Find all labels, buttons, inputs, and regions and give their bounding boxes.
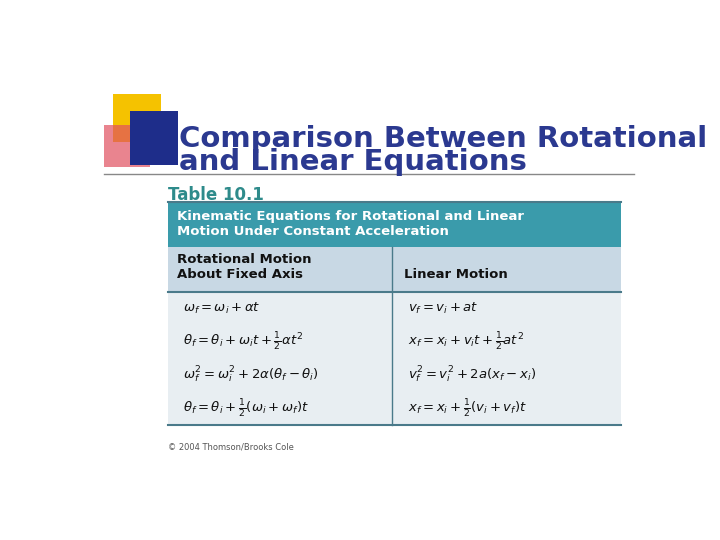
Bar (168, 202, 621, 247)
Text: $\theta_f = \theta_i + \omega_i t + \frac{1}{2}\alpha t^2$: $\theta_f = \theta_i + \omega_i t + \fra… (183, 331, 303, 353)
Text: $x_f = x_i + v_i t + \frac{1}{2}at^2$: $x_f = x_i + v_i t + \frac{1}{2}at^2$ (408, 331, 523, 353)
Text: $x_f = x_i + \frac{1}{2}(v_i + v_f)t$: $x_f = x_i + \frac{1}{2}(v_i + v_f)t$ (408, 397, 527, 420)
Text: Comparison Between Rotational: Comparison Between Rotational (179, 125, 707, 153)
Bar (130, 111, 179, 165)
Text: $\omega_f^{2} = \omega_i^{2} + 2\alpha(\theta_f - \theta_i)$: $\omega_f^{2} = \omega_i^{2} + 2\alpha(\… (183, 365, 319, 386)
Bar (104, 125, 150, 167)
Text: $v_f = v_i + at$: $v_f = v_i + at$ (408, 301, 478, 316)
Text: About Fixed Axis: About Fixed Axis (177, 268, 303, 281)
Text: $\omega_f = \omega_i + \alpha t$: $\omega_f = \omega_i + \alpha t$ (183, 301, 261, 316)
Text: Rotational Motion: Rotational Motion (177, 253, 311, 266)
Bar (168, 247, 621, 292)
Bar (168, 292, 621, 425)
Text: $\theta_f = \theta_i + \frac{1}{2}(\omega_i + \omega_f)t$: $\theta_f = \theta_i + \frac{1}{2}(\omeg… (183, 397, 309, 420)
Text: Motion Under Constant Acceleration: Motion Under Constant Acceleration (177, 225, 449, 238)
Text: © 2004 Thomson/Brooks Cole: © 2004 Thomson/Brooks Cole (168, 442, 293, 451)
Text: $v_f^{2} = v_i^{2} + 2a(x_f - x_i)$: $v_f^{2} = v_i^{2} + 2a(x_f - x_i)$ (408, 365, 536, 386)
Text: and Linear Equations: and Linear Equations (179, 148, 527, 176)
Text: Table 10.1: Table 10.1 (168, 186, 264, 205)
Bar (113, 94, 161, 142)
Text: Kinematic Equations for Rotational and Linear: Kinematic Equations for Rotational and L… (177, 210, 523, 222)
Text: Linear Motion: Linear Motion (404, 268, 508, 281)
